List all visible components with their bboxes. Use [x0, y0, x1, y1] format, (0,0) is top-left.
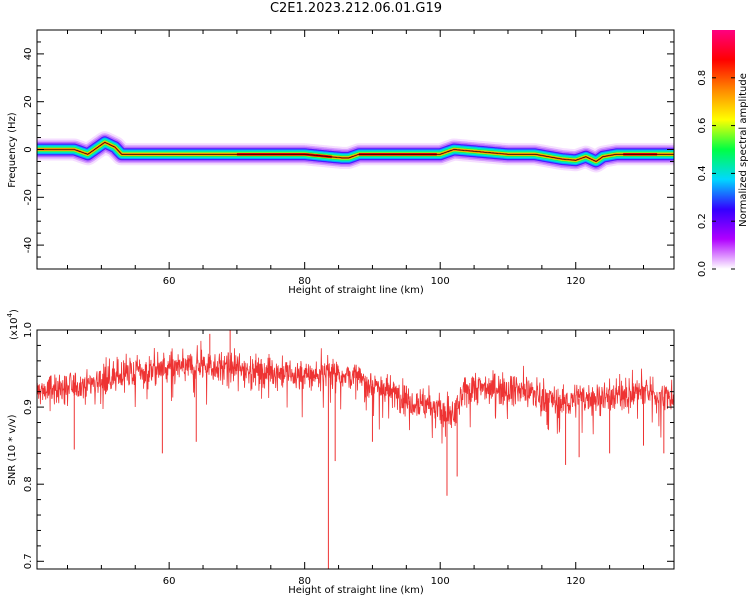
heatmap-x-ticks: 60 80 100 120: [66, 30, 645, 287]
y-tick-label: 1.0: [23, 322, 34, 338]
snr-x-ticks: 60 80 100 120: [66, 330, 645, 587]
x-tick-label: 100: [431, 276, 450, 287]
x-tick-label: 80: [298, 276, 311, 287]
x-tick-label: 80: [298, 576, 311, 587]
figure-title: C2E1.2023.212.06.01.G19: [269, 1, 443, 16]
colorbar: 0.0 0.2 0.4 0.6 0.8 Normalized spectral ampl…: [697, 30, 749, 277]
heatmap-y-ticks: 40 20 0 -20 -40: [23, 41, 674, 258]
snr-series-line: [37, 340, 674, 444]
heatmap-band: [37, 131, 674, 173]
snr-multiplier-base: (x10: [9, 317, 20, 340]
snr-multiplier: (x104): [6, 309, 20, 340]
heatmap-xlabel: Height of straight line (km): [288, 285, 424, 296]
snr-xlabel: Height of straight line (km): [288, 585, 424, 596]
svg-text:(x104): (x104): [6, 309, 20, 340]
colorbar-tick-label: 0.4: [697, 165, 708, 181]
snr-frame: [36, 329, 675, 570]
colorbar-gradient: [712, 30, 735, 269]
colorbar-tick-label: 0.2: [697, 213, 708, 229]
y-tick-label: 0.7: [23, 553, 34, 569]
snr-multiplier-exponent: 4: [6, 312, 14, 317]
y-tick-label: -20: [23, 189, 34, 205]
colorbar-ticks: 0.0 0.2 0.4 0.6 0.8: [697, 70, 735, 277]
x-tick-label: 100: [431, 576, 450, 587]
x-tick-label: 120: [566, 276, 585, 287]
y-tick-label: 20: [23, 95, 34, 108]
colorbar-tick-label: 0.0: [697, 261, 708, 277]
y-tick-label: 0.8: [23, 476, 34, 492]
x-tick-label: 60: [163, 276, 176, 287]
colorbar-label: Normalized spectral amplitude: [738, 73, 749, 227]
heatmap-ylabel: Frequency (Hz): [7, 112, 18, 188]
x-tick-label: 120: [566, 576, 585, 587]
y-tick-label: 0: [23, 146, 34, 152]
y-tick-label: -40: [23, 237, 34, 253]
snr-y-ticks: 1.0 0.9 0.8 0.7: [23, 322, 674, 569]
heatmap-ridge-line: [37, 141, 674, 162]
y-tick-label: 40: [23, 48, 34, 61]
snr-spikes: [73, 330, 665, 569]
colorbar-tick-label: 0.6: [697, 118, 708, 134]
y-tick-label: 0.9: [23, 399, 34, 415]
x-tick-label: 60: [163, 576, 176, 587]
snr-ylabel: SNR (10 * v/v): [7, 414, 18, 485]
colorbar-tick-label: 0.8: [697, 70, 708, 86]
heatmap-panel: 60 80 100 120 40 20 0 -20 -40 Height of straigh…: [7, 29, 675, 296]
snr-multiplier-close: ): [9, 309, 20, 313]
snr-panel: 60 80 100 120 1.0 0.9 0.8 0.7 Height of straig…: [6, 309, 675, 596]
